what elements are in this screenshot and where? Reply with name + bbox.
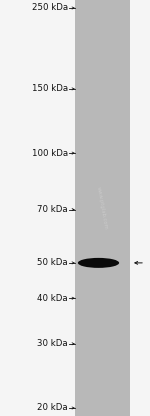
Bar: [0, 0, 75, 416]
Text: 70 kDa: 70 kDa: [37, 205, 68, 214]
Text: 150 kDa: 150 kDa: [32, 84, 68, 94]
Bar: [75, 0, 130, 416]
Bar: [130, 0, 150, 416]
Text: 40 kDa: 40 kDa: [37, 294, 68, 303]
Text: 250 kDa: 250 kDa: [32, 3, 68, 12]
Text: 100 kDa: 100 kDa: [32, 149, 68, 158]
Text: 50 kDa: 50 kDa: [37, 258, 68, 267]
Text: www.ptglab.com: www.ptglab.com: [96, 186, 109, 230]
Ellipse shape: [78, 258, 119, 268]
Text: 20 kDa: 20 kDa: [37, 404, 68, 413]
Text: 30 kDa: 30 kDa: [37, 339, 68, 348]
